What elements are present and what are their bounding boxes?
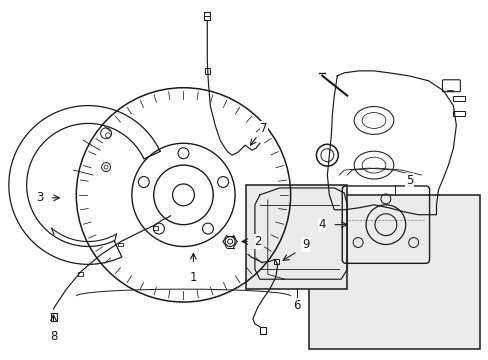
Text: 1: 1 (189, 271, 197, 284)
Bar (452, 96, 464, 100)
Bar (50, 313, 57, 321)
Text: 9: 9 (301, 238, 308, 251)
Bar (309, 195, 479, 349)
Text: 8: 8 (50, 330, 57, 343)
Bar (118, 243, 122, 247)
Bar (452, 111, 464, 116)
Bar (78, 272, 83, 276)
Text: 7: 7 (260, 122, 267, 135)
Bar (152, 226, 157, 230)
Bar (205, 68, 210, 74)
Text: 4: 4 (318, 218, 325, 231)
Bar (273, 260, 278, 264)
Text: 2: 2 (254, 235, 261, 248)
Text: 3: 3 (36, 192, 43, 204)
Bar (245, 185, 346, 289)
Text: 6: 6 (292, 298, 300, 311)
Bar (204, 12, 210, 20)
Text: 5: 5 (405, 174, 412, 186)
Bar (259, 327, 265, 334)
